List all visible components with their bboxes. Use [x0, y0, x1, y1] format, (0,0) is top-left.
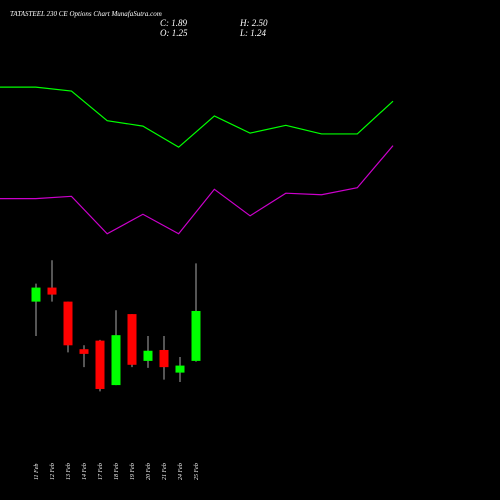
candle-body	[31, 287, 41, 302]
chart-title: TATASTEEL 230 CE Options Chart MunafaSut…	[10, 10, 162, 18]
open-label: O: 1.25	[160, 28, 188, 38]
x-tick-label: 13 Feb	[66, 463, 72, 480]
x-tick-label: 14 Feb	[81, 463, 88, 480]
indicator-line	[0, 86, 394, 148]
x-tick-label: 18 Feb	[114, 463, 120, 480]
candle-body	[95, 340, 105, 389]
x-tick-label: 21 Feb	[162, 463, 168, 480]
x-tick-label: 19 Feb	[130, 463, 136, 480]
candle-body	[47, 287, 57, 295]
close-label: C: 1.89	[160, 18, 188, 28]
x-tick-label: 12 Feb	[50, 463, 56, 480]
indicator-line	[0, 145, 394, 235]
x-tick-label: 11 Feb	[34, 464, 40, 480]
low-label: L: 1.24	[239, 28, 267, 38]
candle-body	[79, 349, 89, 354]
candle-body	[191, 310, 201, 361]
x-tick-label: 20 Feb	[146, 463, 152, 480]
candle-body	[127, 314, 137, 365]
x-tick-label: 25 Feb	[194, 463, 200, 480]
x-tick-label: 24 Feb	[177, 463, 184, 480]
x-tick-label: 17 Feb	[98, 463, 104, 480]
candle-body	[143, 350, 153, 361]
high-label: H: 2.50	[239, 18, 268, 28]
candle-body	[111, 335, 121, 386]
candle-body	[159, 349, 169, 368]
candle-body	[63, 301, 73, 346]
candle-body	[175, 365, 185, 373]
